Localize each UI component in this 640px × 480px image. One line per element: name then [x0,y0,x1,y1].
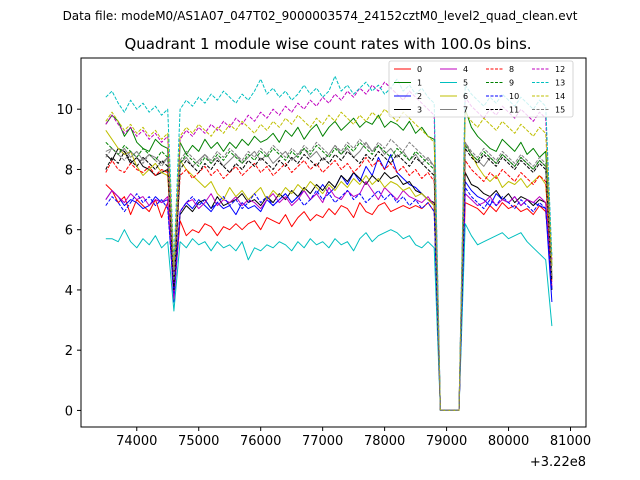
legend-label-15: 15 [555,106,565,115]
y-tick-label: 10 [56,103,73,118]
series-line-6 [105,130,553,411]
x-axis: 74000 75000 76000 77000 78000 79000 80000 81000 [116,427,591,449]
legend-label-2: 2 [417,92,422,101]
legend-label-8: 8 [509,65,514,74]
series-line-10 [105,187,553,411]
series-line-5 [105,223,553,411]
legend-label-7: 7 [463,106,468,115]
series-line-4 [105,181,553,411]
y-tick-label: 0 [65,404,73,419]
x-tick-label: 81000 [550,434,591,449]
x-tick-label: 75000 [178,434,219,449]
plot-area: 74000 75000 76000 77000 78000 79000 80000 81000… [56,57,591,449]
legend-label-3: 3 [417,106,422,115]
legend-label-4: 4 [463,65,468,74]
legend-label-6: 6 [463,92,468,101]
y-tick-label: 2 [65,344,73,359]
y-tick-label: 4 [65,284,73,299]
legend-label-10: 10 [509,92,519,101]
legend-label-5: 5 [463,79,468,88]
x-tick-label: 76000 [240,434,281,449]
chart-title: Quadrant 1 module wise count rates with … [124,35,531,53]
legend-box [388,60,574,118]
legend-label-13: 13 [555,79,565,88]
y-axis: 0 2 4 6 8 10 [56,103,81,419]
legend-label-12: 12 [555,65,565,74]
x-tick-label: 77000 [302,434,343,449]
series-line-0 [105,184,553,411]
legend-label-9: 9 [509,79,514,88]
y-tick-label: 8 [65,163,73,178]
legend-label-0: 0 [417,65,422,74]
x-tick-label: 74000 [116,434,157,449]
legend-label-1: 1 [417,79,422,88]
series-line-8 [105,156,553,411]
series-line-14 [105,108,553,411]
legend-label-11: 11 [509,106,519,115]
x-tick-label: 80000 [488,434,529,449]
figure-suptitle: Data file: modeM0/AS1A07_047T02_90000035… [63,9,578,23]
legend-label-14: 14 [555,92,565,101]
axes-frame [80,57,587,428]
series-line-15 [105,138,553,411]
x-tick-label: 78000 [364,434,405,449]
x-tick-label: 79000 [426,434,467,449]
y-tick-label: 6 [65,224,73,239]
x-offset-label: +3.22e8 [530,455,586,470]
